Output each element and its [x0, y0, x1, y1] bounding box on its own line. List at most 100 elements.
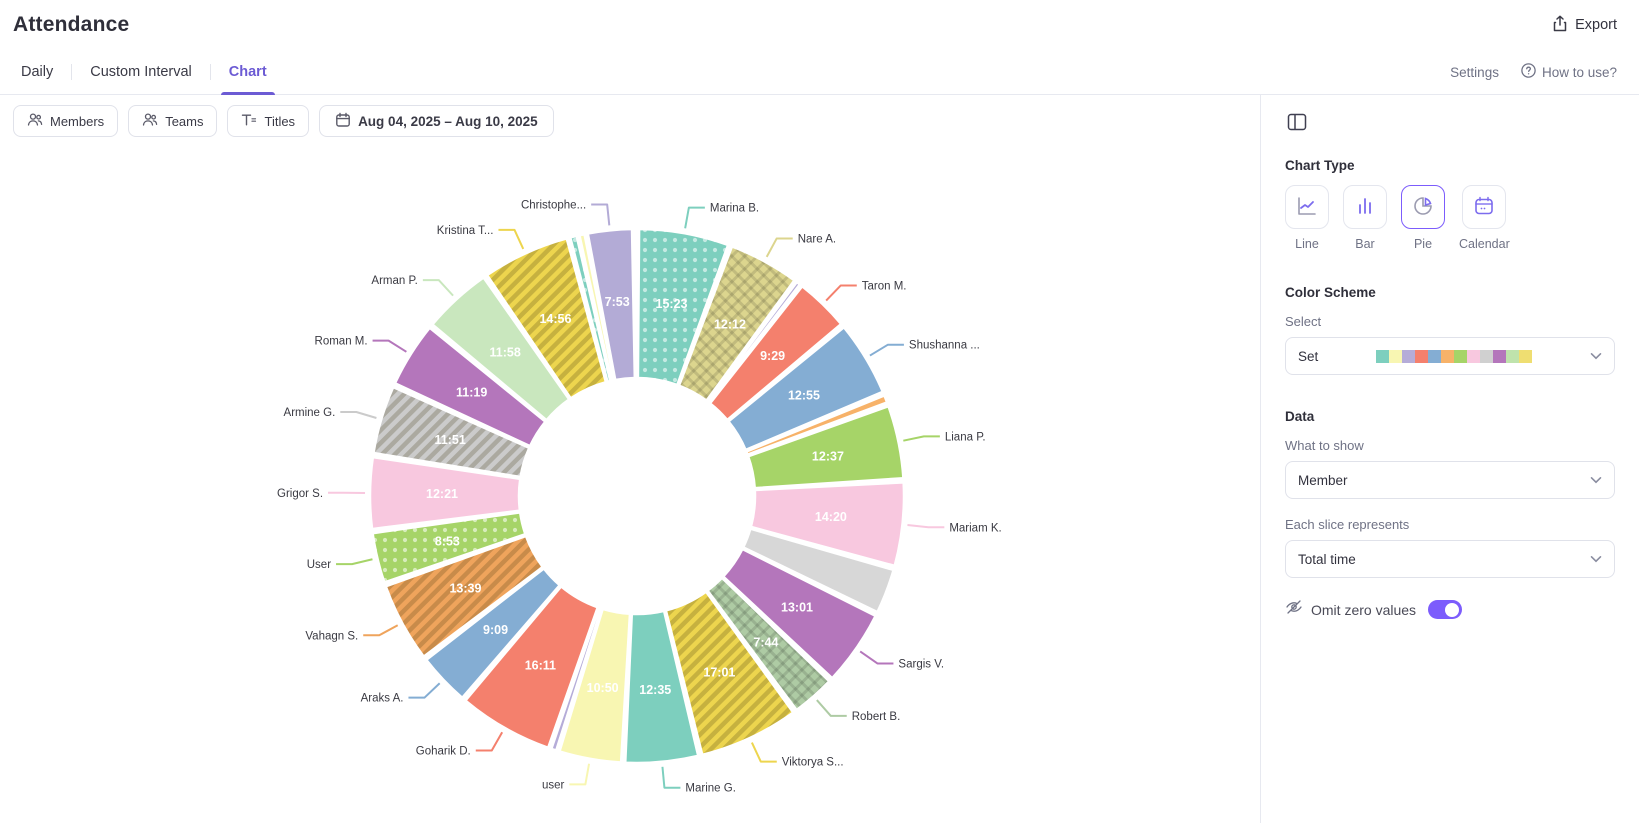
slice-value-label: 7:53 — [605, 295, 630, 309]
pie-slice[interactable] — [578, 232, 616, 383]
export-button[interactable]: Export — [1552, 15, 1617, 36]
pie-slice[interactable] — [372, 385, 531, 479]
pie-slice[interactable] — [636, 227, 730, 387]
how-to-use-label: How to use? — [1541, 64, 1617, 80]
chart-type-bar-label: Bar — [1355, 237, 1375, 251]
tab-custom-interval[interactable]: Custom Interval — [90, 64, 192, 80]
pie-slice[interactable] — [624, 609, 700, 765]
settings-sidebar: Chart Type Line — [1260, 95, 1639, 823]
tab-chart[interactable]: Chart — [220, 50, 275, 95]
slice-leader-line — [903, 435, 940, 442]
slice-value-label: 11:19 — [456, 386, 487, 400]
what-to-show-select[interactable]: Member — [1285, 461, 1615, 499]
question-icon — [1521, 63, 1536, 81]
slice-value-label: 12:21 — [426, 487, 458, 501]
teams-label: Teams — [165, 113, 204, 129]
slice-leader-line — [750, 742, 777, 763]
color-swatch — [1506, 349, 1520, 363]
slice-leader-line — [591, 203, 611, 226]
slice-value-label: 15:23 — [656, 297, 688, 311]
chart-type-bar-button[interactable] — [1343, 185, 1387, 229]
slice-name-label: Kristina T... — [437, 225, 494, 237]
slice-leader-line — [363, 624, 399, 637]
pie-slice[interactable] — [727, 325, 885, 452]
teams-filter-button[interactable]: Teams — [128, 105, 218, 137]
pie-slice[interactable] — [633, 227, 639, 380]
color-swatch — [1519, 349, 1533, 363]
slice-leader-line — [408, 682, 441, 699]
collapse-panel-button[interactable] — [1285, 111, 1309, 136]
slice-value-label: 9:09 — [483, 623, 508, 637]
chevron-down-icon — [1590, 471, 1602, 489]
pie-slice[interactable] — [706, 576, 831, 712]
pie-slice[interactable] — [569, 234, 612, 383]
slice-value-label: 17:01 — [703, 666, 735, 680]
slice-represents-select[interactable]: Total time — [1285, 540, 1615, 578]
settings-label: Settings — [1450, 64, 1499, 80]
pie-slice[interactable] — [464, 585, 599, 750]
slice-value-label: 13:39 — [449, 582, 481, 596]
pie-slice[interactable] — [664, 590, 795, 757]
slice-name-label: Mariam K. — [949, 522, 1001, 534]
chart-type-calendar-label: Calendar — [1459, 237, 1510, 251]
chart-type-pie-label: Pie — [1413, 237, 1433, 251]
pie-slice[interactable] — [677, 245, 796, 402]
how-to-use-link[interactable]: How to use? — [1521, 63, 1617, 81]
pie-slice[interactable] — [708, 285, 843, 422]
slice-value-label: 16:11 — [525, 658, 556, 672]
pie-slice[interactable] — [722, 547, 877, 680]
pie-slice[interactable] — [746, 404, 905, 490]
chart-type-calendar-button[interactable] — [1462, 185, 1507, 229]
pie-slice[interactable] — [742, 527, 895, 614]
pie-slice[interactable] — [558, 607, 632, 764]
chevron-down-icon — [1590, 550, 1602, 568]
slice-leader-line — [765, 237, 793, 258]
calendar-icon — [335, 112, 351, 131]
slice-leader-line — [475, 731, 504, 752]
color-swatch — [1441, 349, 1455, 363]
chart-type-line-label: Line — [1295, 237, 1319, 251]
pie-slice[interactable] — [368, 455, 522, 531]
settings-link[interactable]: Settings — [1450, 65, 1499, 80]
chart-type-line-button[interactable] — [1285, 185, 1329, 229]
color-swatch — [1376, 349, 1390, 363]
slice-name-label: Armine G. — [284, 407, 336, 419]
members-icon — [27, 112, 43, 130]
pie-slice[interactable] — [431, 276, 571, 422]
pie-slice[interactable] — [393, 326, 547, 448]
calendar-chart-icon — [1472, 194, 1496, 221]
color-swatch — [1493, 349, 1507, 363]
slice-name-label: Arman P. — [371, 275, 417, 287]
slice-leader-line — [340, 410, 377, 419]
slice-name-label: Viktorya S... — [782, 757, 844, 769]
pie-slice[interactable] — [485, 237, 608, 400]
color-swatch — [1389, 349, 1403, 363]
color-scheme-select[interactable]: Set — [1285, 337, 1615, 375]
date-range-button[interactable]: Aug 04, 2025 – Aug 10, 2025 — [319, 105, 554, 137]
titles-filter-button[interactable]: Titles — [227, 105, 310, 137]
members-filter-button[interactable]: Members — [13, 105, 119, 137]
pie-slice[interactable] — [384, 534, 544, 658]
pie-slice[interactable] — [550, 606, 603, 752]
slice-value-label: 10:50 — [587, 681, 619, 695]
slice-represents-label: Each slice represents — [1285, 517, 1410, 532]
panel-icon — [1287, 113, 1307, 134]
slice-leader-line — [661, 766, 681, 789]
titles-label: Titles — [264, 113, 296, 129]
omit-zero-toggle[interactable] — [1428, 600, 1463, 619]
chart-type-pie-button[interactable] — [1401, 185, 1445, 229]
tab-daily[interactable]: Daily — [21, 64, 54, 80]
pie-slice[interactable] — [706, 280, 802, 404]
slice-name-label: User — [307, 559, 331, 571]
pie-slice[interactable] — [371, 511, 527, 584]
slice-value-label: 7:44 — [753, 635, 778, 649]
pie-slice[interactable] — [425, 567, 562, 700]
slice-leader-line — [498, 228, 525, 250]
pie-slice[interactable] — [745, 394, 889, 456]
slice-name-label: Sargis V. — [898, 658, 944, 670]
slice-leader-line — [569, 763, 591, 786]
eye-off-icon — [1285, 598, 1303, 621]
color-swatch — [1467, 349, 1481, 363]
slice-value-label: 9:29 — [760, 349, 785, 363]
pie-slice[interactable] — [749, 481, 906, 568]
